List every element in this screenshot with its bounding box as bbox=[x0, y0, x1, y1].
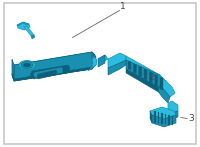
Polygon shape bbox=[126, 56, 166, 85]
Polygon shape bbox=[98, 55, 105, 67]
Polygon shape bbox=[126, 60, 166, 89]
Bar bbox=[4, 3, 196, 144]
Polygon shape bbox=[128, 61, 131, 70]
Polygon shape bbox=[24, 26, 34, 36]
Polygon shape bbox=[168, 101, 178, 113]
Polygon shape bbox=[126, 69, 162, 93]
Ellipse shape bbox=[24, 63, 30, 67]
Polygon shape bbox=[139, 66, 142, 77]
Polygon shape bbox=[149, 72, 152, 83]
Polygon shape bbox=[150, 111, 152, 123]
Polygon shape bbox=[98, 55, 108, 63]
Polygon shape bbox=[154, 111, 156, 123]
Polygon shape bbox=[37, 70, 57, 79]
Polygon shape bbox=[168, 115, 170, 125]
Text: 1: 1 bbox=[120, 2, 126, 11]
Polygon shape bbox=[155, 74, 158, 87]
Polygon shape bbox=[150, 107, 176, 119]
Polygon shape bbox=[133, 64, 136, 73]
Polygon shape bbox=[158, 85, 170, 103]
Polygon shape bbox=[158, 112, 159, 123]
Polygon shape bbox=[17, 22, 30, 30]
Ellipse shape bbox=[19, 61, 35, 70]
Polygon shape bbox=[108, 60, 126, 75]
Polygon shape bbox=[17, 22, 29, 26]
Polygon shape bbox=[108, 53, 126, 68]
Polygon shape bbox=[30, 65, 70, 79]
Polygon shape bbox=[92, 52, 96, 69]
Polygon shape bbox=[88, 57, 97, 71]
Polygon shape bbox=[12, 67, 92, 81]
Polygon shape bbox=[12, 52, 96, 81]
Polygon shape bbox=[160, 77, 163, 90]
Polygon shape bbox=[161, 113, 162, 124]
Polygon shape bbox=[172, 116, 173, 125]
Polygon shape bbox=[152, 115, 176, 127]
Polygon shape bbox=[144, 69, 147, 80]
Polygon shape bbox=[31, 35, 35, 39]
Polygon shape bbox=[14, 52, 96, 81]
Polygon shape bbox=[164, 114, 166, 124]
Polygon shape bbox=[12, 59, 14, 81]
Ellipse shape bbox=[21, 61, 33, 69]
Text: 3: 3 bbox=[188, 114, 194, 123]
Text: 2: 2 bbox=[148, 73, 154, 82]
Polygon shape bbox=[168, 109, 178, 119]
Polygon shape bbox=[160, 75, 175, 97]
Polygon shape bbox=[33, 67, 63, 78]
